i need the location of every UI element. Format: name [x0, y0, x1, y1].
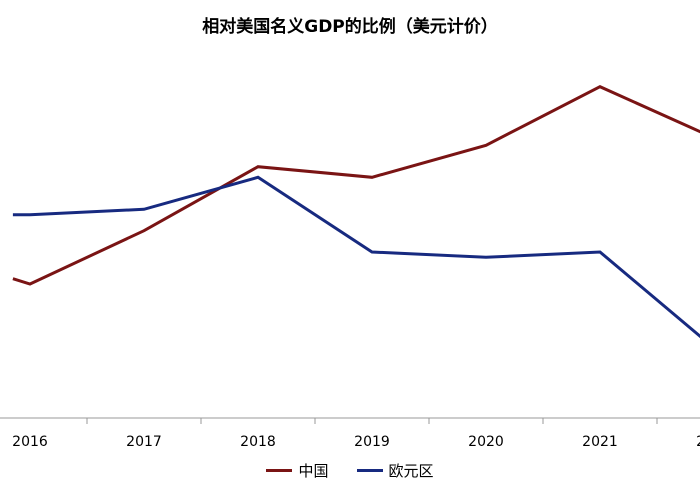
series-line-中国	[12, 85, 700, 286]
legend-item: 欧元区	[356, 460, 434, 481]
legend-item: 中国	[266, 460, 329, 481]
tick-labels: 2016 2017 2018 2019 2020 2021 2022	[12, 434, 700, 450]
legend: 中国 欧元区	[0, 460, 700, 481]
x-tick-label: 2017	[126, 434, 162, 450]
x-tick-label: 2019	[354, 434, 390, 450]
x-tick-label: 2016	[12, 434, 48, 450]
chart-axes	[0, 417, 700, 424]
series-layer	[12, 85, 700, 339]
x-tick-label: 2021	[582, 434, 618, 450]
legend-label: 欧元区	[388, 462, 434, 480]
series-line-欧元区	[12, 175, 700, 339]
chart-title: 相对美国名义GDP的比例（美元计价）	[202, 17, 498, 37]
x-tick-label: 2020	[468, 434, 504, 450]
legend-swatch	[266, 469, 293, 472]
x-tick-label: 2018	[240, 434, 276, 450]
legend-label: 中国	[298, 462, 329, 480]
legend-swatch	[356, 469, 383, 472]
x-tick-label: 2022	[696, 434, 700, 450]
